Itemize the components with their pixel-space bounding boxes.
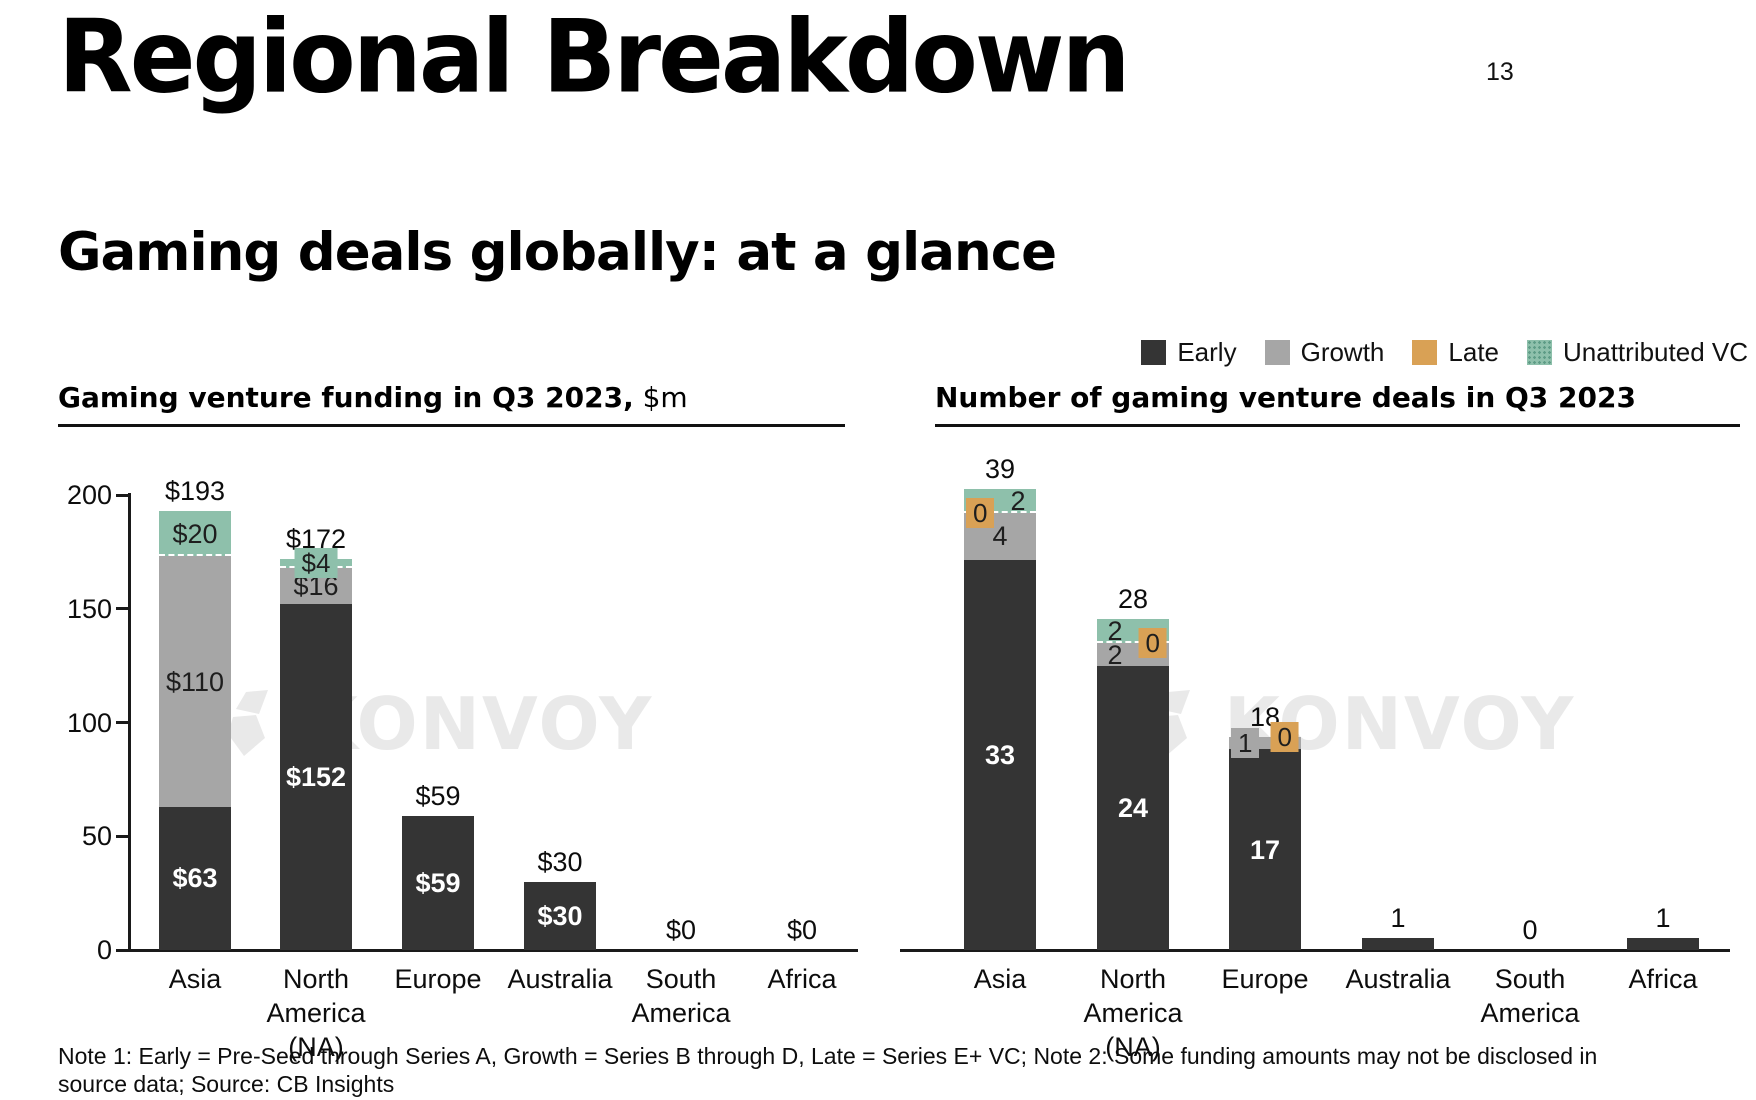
segment-label: $30 xyxy=(537,900,583,931)
legend-swatch-growth xyxy=(1264,339,1290,365)
segment-label: 2 xyxy=(1107,615,1123,646)
legend-item-early: Early xyxy=(1141,336,1237,368)
bar-segment-early xyxy=(524,881,596,950)
bar-total-label: 39 xyxy=(984,454,1016,485)
bar-segment-early xyxy=(402,815,474,950)
bar-segment-early xyxy=(280,604,352,950)
footnote: Note 1: Early = Pre-Seed through Series … xyxy=(58,1043,1598,1098)
x-axis xyxy=(900,948,1730,952)
slide-subtitle: Gaming deals globally: at a glance xyxy=(58,222,1057,283)
bar-total-label: $0 xyxy=(786,915,818,945)
segment-label: $63 xyxy=(172,863,218,894)
legend-item-late: Late xyxy=(1412,337,1499,368)
legend-swatch-early xyxy=(1141,339,1167,365)
left-chart-title-bold: Gaming venture funding in Q3 2023, xyxy=(58,381,634,414)
segment-badge-unattributed: $4 xyxy=(294,548,338,579)
bar-total-label: 0 xyxy=(1522,915,1538,945)
x-category-label: North America (NA) xyxy=(1083,964,1183,1062)
y-tick xyxy=(116,721,128,724)
segment-label: 33 xyxy=(984,739,1016,770)
y-tick xyxy=(116,948,128,952)
right-chart-title-bold: Number of gaming venture deals in Q3 202… xyxy=(935,381,1636,414)
segment-badge-late: 0 xyxy=(1270,722,1299,753)
segment-label: 17 xyxy=(1249,834,1281,865)
bar-segment-early xyxy=(1229,749,1301,950)
watermark-text: KONVOY xyxy=(302,682,654,766)
y-tick xyxy=(116,834,128,838)
bar-segment-growth xyxy=(1229,737,1301,750)
bar-total-label: 1 xyxy=(1390,903,1406,934)
segment-label: $110 xyxy=(165,666,225,697)
chart-legend: Early Growth Late Unattributed VC xyxy=(1127,337,1748,367)
x-category-label: Africa xyxy=(1628,964,1698,994)
legend-label: Growth xyxy=(1300,336,1385,367)
bar-total-label: 28 xyxy=(1117,584,1149,615)
page-title: Regional Breakdown xyxy=(58,0,1131,116)
x-category-label: South America xyxy=(631,964,731,1028)
y-tick-label: 0 xyxy=(96,935,112,965)
page-number: 13 xyxy=(1486,58,1514,86)
watermark-left: KONVOY xyxy=(228,688,653,760)
y-tick-label: 200 xyxy=(66,480,112,510)
x-category-label: Australia xyxy=(1345,964,1451,994)
x-category-label: Australia xyxy=(507,964,613,994)
bar-total-label: $0 xyxy=(665,915,697,945)
bar-segment-early xyxy=(1097,666,1169,950)
bar-segment-early xyxy=(1627,938,1699,950)
y-axis xyxy=(128,493,131,950)
y-tick xyxy=(116,607,128,611)
bar-total-label: $30 xyxy=(537,846,583,877)
x-category-label: North America (NA) xyxy=(266,964,366,1062)
legend-item-unattributed-vc: Unattributed VC xyxy=(1527,337,1748,368)
left-chart-title: Gaming venture funding in Q3 2023, $m xyxy=(58,381,688,414)
x-category-label: Europe xyxy=(394,964,482,994)
legend-swatch-late xyxy=(1412,339,1438,365)
legend-swatch-unattributed-vc xyxy=(1527,339,1553,365)
x-category-label: Asia xyxy=(973,964,1027,994)
right-chart-title: Number of gaming venture deals in Q3 202… xyxy=(935,381,1636,414)
segment-badge-late: 0 xyxy=(966,497,995,528)
bar-segment-unattributed xyxy=(159,510,231,557)
x-category-label: Europe xyxy=(1221,964,1309,994)
y-tick-label: 100 xyxy=(66,707,112,738)
bar-total-label: 1 xyxy=(1655,903,1671,934)
bar-total-label: $193 xyxy=(164,475,226,506)
segment-label: $152 xyxy=(285,762,347,793)
segment-label: $20 xyxy=(172,518,218,549)
legend-item-growth: Growth xyxy=(1264,336,1385,368)
segment-label: 2 xyxy=(1107,639,1123,670)
left-chart-title-unit: $m xyxy=(633,381,688,414)
y-tick-label: 50 xyxy=(81,821,112,852)
y-tick xyxy=(116,493,128,497)
bar-segment-early xyxy=(1362,938,1434,950)
bar-total-label: $59 xyxy=(415,780,461,811)
left-chart-title-rule xyxy=(58,424,845,427)
x-category-label: South America xyxy=(1480,964,1580,1028)
segment-label: 24 xyxy=(1117,793,1149,824)
legend-label: Late xyxy=(1448,336,1500,367)
segment-badge-growth: 1 xyxy=(1231,728,1260,759)
bar-total-label: 18 xyxy=(1249,702,1281,733)
legend-label: Early xyxy=(1177,336,1237,367)
segment-label: $59 xyxy=(415,867,461,898)
segment-badge-late: 0 xyxy=(1138,627,1167,658)
segment-label: 4 xyxy=(992,521,1008,552)
x-category-label: Africa xyxy=(767,964,837,994)
x-axis xyxy=(128,948,858,952)
y-tick-label: 150 xyxy=(66,593,112,624)
segment-label: 2 xyxy=(1010,485,1026,516)
right-chart-title-rule xyxy=(935,424,1740,427)
legend-label: Unattributed VC xyxy=(1563,336,1748,367)
konvoy-logo-icon xyxy=(228,690,268,756)
bar-segment-early xyxy=(964,559,1036,950)
bar-total-label: $172 xyxy=(285,523,347,554)
bar-segment-growth xyxy=(159,556,231,807)
bar-segment-early xyxy=(159,806,231,950)
x-category-label: Asia xyxy=(168,964,222,994)
